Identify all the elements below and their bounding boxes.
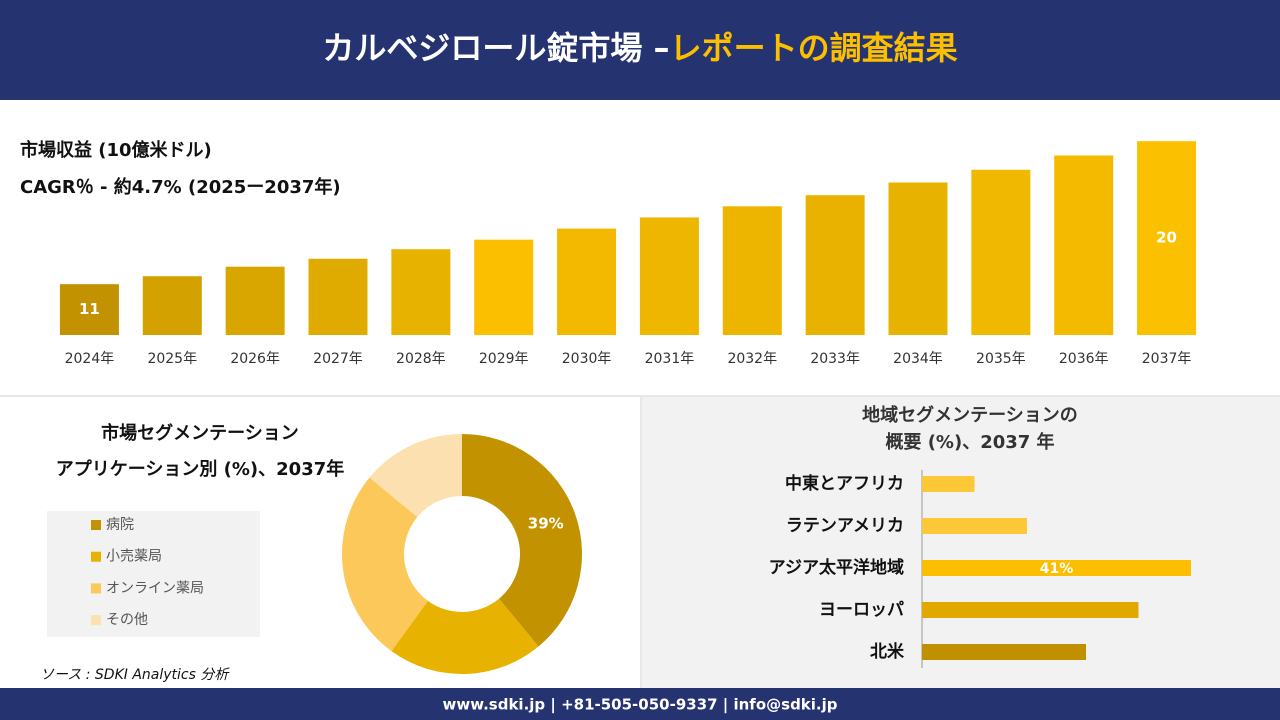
bar <box>639 217 699 335</box>
chart-title: 市場収益 (10億米ドル) <box>20 139 212 161</box>
bar <box>922 602 1139 618</box>
title-main: カルベジロール錠市場 – <box>322 29 669 67</box>
bar <box>722 206 782 335</box>
region-panel <box>642 397 1280 688</box>
value-label: 41% <box>1040 561 1074 577</box>
chart-subtitle: アプリケーション別 (%)、2037年 <box>56 458 345 480</box>
legend-swatch <box>91 520 101 530</box>
y-tick-label: ラテンアメリカ <box>786 516 904 536</box>
title-highlight: レポートの調査結果 <box>670 29 958 67</box>
x-tick-label: 2036年 <box>1059 351 1109 367</box>
x-tick-label: 2027年 <box>313 351 363 367</box>
legend-swatch <box>91 583 101 594</box>
bar <box>1137 141 1197 335</box>
legend-label: オンライン薬局 <box>106 580 204 596</box>
legend-label: 小売薬局 <box>106 549 162 565</box>
bar <box>922 560 1191 576</box>
y-tick-label: アジア太平洋地域 <box>769 557 904 578</box>
x-tick-label: 2031年 <box>645 351 695 367</box>
chart-title: 市場セグメンテーション <box>101 422 299 444</box>
footer-contact: www.sdki.jp | +81-505-050-9337 | info@sd… <box>442 696 837 715</box>
chart-title: 地域セグメンテーションの <box>862 404 1078 426</box>
bar <box>922 476 975 492</box>
legend-swatch <box>91 615 101 626</box>
source-note: ソース : SDKI Analytics 分析 <box>40 667 230 683</box>
bar <box>922 518 1027 534</box>
bar <box>971 169 1031 335</box>
bar <box>225 266 285 335</box>
x-tick-label: 2028年 <box>396 351 446 367</box>
bar <box>888 182 948 335</box>
bar <box>142 276 202 335</box>
header-bar <box>0 0 1280 100</box>
x-tick-label: 2025年 <box>147 351 197 367</box>
bar <box>391 249 451 335</box>
donut-slice <box>369 434 462 518</box>
footer-bar <box>0 688 1280 720</box>
legend-label: その他 <box>106 612 148 628</box>
y-tick-label: ヨーロッパ <box>819 600 904 620</box>
x-tick-label: 2030年 <box>562 351 612 367</box>
bar <box>557 228 617 335</box>
legend-box <box>47 511 260 637</box>
donut-slice <box>462 434 583 647</box>
x-tick-label: 2032年 <box>727 351 777 367</box>
bar <box>474 239 534 335</box>
header-title: カルベジロール錠市場 –レポートの調査結果 <box>322 29 957 67</box>
legend-swatch <box>91 551 101 562</box>
bar <box>922 644 1086 660</box>
value-label: 11 <box>79 300 100 318</box>
y-tick-label: 北米 <box>870 641 905 662</box>
x-tick-label: 2029年 <box>479 351 529 367</box>
bar <box>59 284 119 335</box>
bar <box>805 195 865 335</box>
y-tick-label: 中東とアフリカ <box>785 473 904 494</box>
legend-label: 病院 <box>106 517 134 533</box>
value-label: 39% <box>528 514 564 532</box>
x-tick-label: 2037年 <box>1142 351 1192 367</box>
x-tick-label: 2026年 <box>230 351 280 367</box>
chart-subtitle: CAGR％ - 約4.7% (2025ー2037年) <box>20 176 341 198</box>
bar <box>308 258 368 335</box>
donut-slice <box>391 598 539 675</box>
donut-slice <box>342 477 428 652</box>
x-tick-label: 2033年 <box>810 351 860 367</box>
value-label: 20 <box>1156 229 1177 247</box>
x-tick-label: 2024年 <box>65 351 115 367</box>
chart-subtitle: 概要 (%)、2037 年 <box>885 431 1054 453</box>
bar <box>1054 155 1114 335</box>
x-tick-label: 2035年 <box>976 351 1026 367</box>
x-tick-label: 2034年 <box>893 351 943 367</box>
